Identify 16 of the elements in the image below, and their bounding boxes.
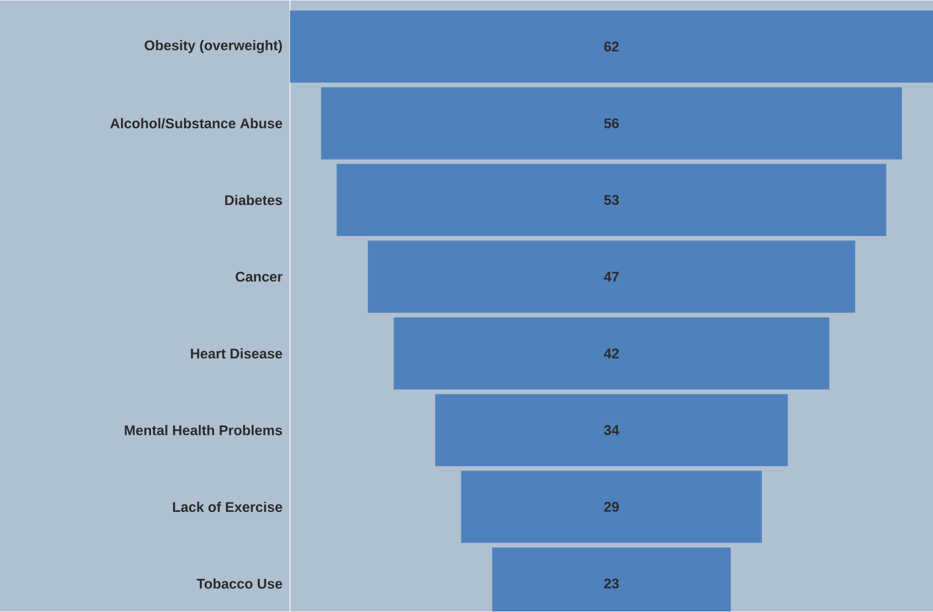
- data-label: 62: [604, 42, 619, 52]
- data-label: 47: [604, 272, 619, 282]
- category-label: Lack of Exercise: [173, 502, 282, 512]
- category-label: Diabetes: [225, 194, 282, 206]
- data-label: 56: [604, 118, 619, 128]
- category-label: Mental Health Problems: [124, 424, 282, 436]
- category-label: Cancer: [236, 272, 282, 282]
- data-label: 23: [604, 578, 619, 588]
- data-label: 53: [604, 195, 619, 205]
- category-label: Tobacco Use: [196, 578, 282, 589]
- data-label: 29: [604, 502, 619, 512]
- category-label: Alcohol/Substance Abuse: [110, 118, 282, 128]
- data-label: 34: [604, 425, 620, 436]
- category-label: Heart Disease: [190, 348, 282, 359]
- data-label: 42: [604, 348, 619, 358]
- category-label: Obesity (overweight): [144, 40, 282, 54]
